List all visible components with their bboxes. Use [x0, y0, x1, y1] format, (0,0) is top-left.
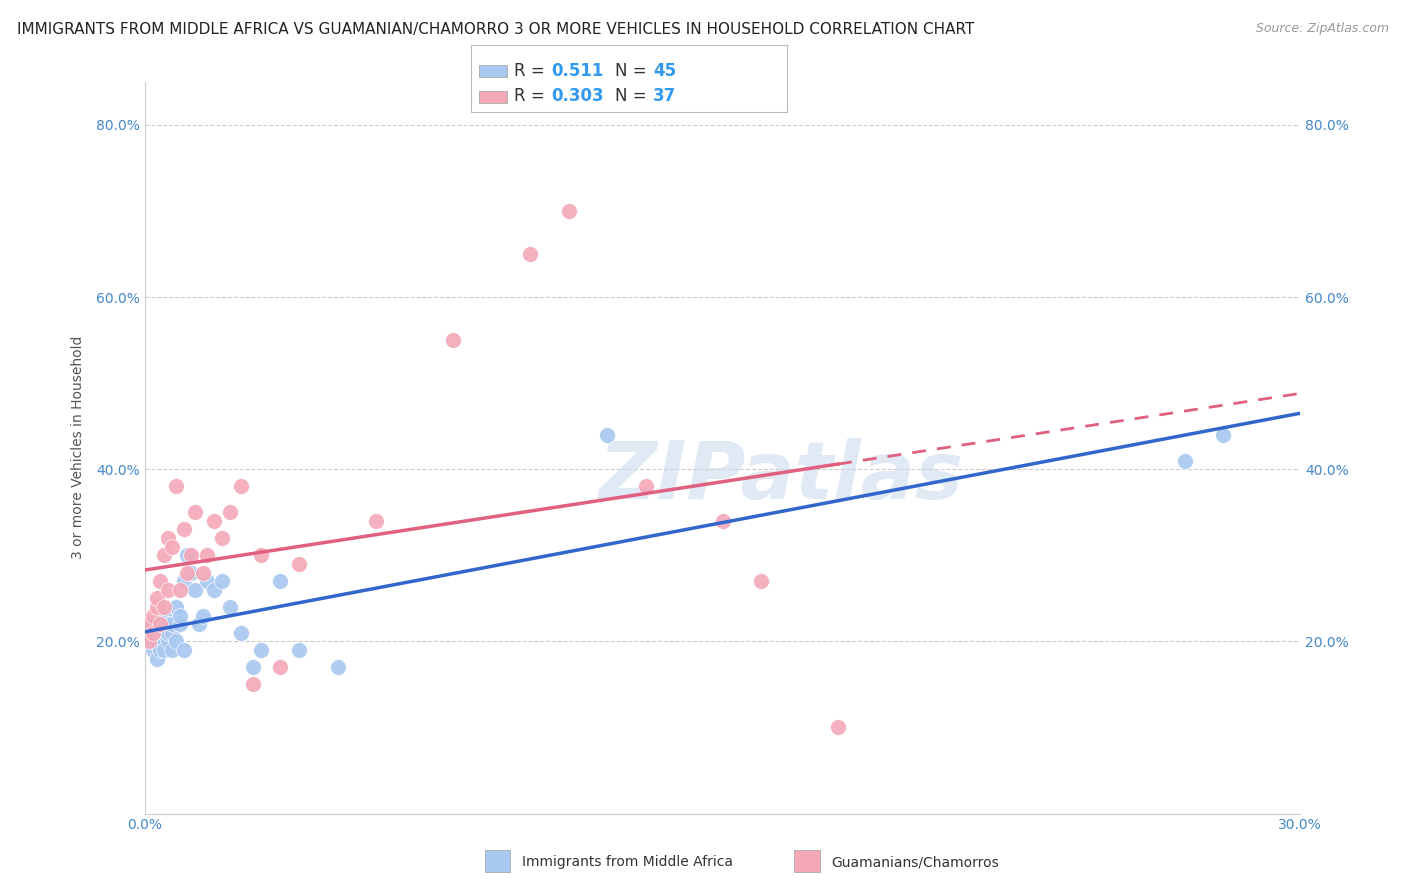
Point [596, 427, 619, 442]
Point [184, 505, 207, 519]
Point [153, 599, 176, 614]
Point [180, 566, 202, 580]
Point [242, 677, 264, 691]
Point [153, 549, 176, 563]
Point [211, 574, 233, 588]
Point [165, 599, 187, 614]
Point [269, 574, 291, 588]
Point [195, 549, 218, 563]
Point [149, 643, 172, 657]
Point [160, 643, 183, 657]
Point [138, 634, 160, 648]
Point [242, 660, 264, 674]
Point [218, 599, 240, 614]
Point [176, 549, 198, 563]
Point [1174, 453, 1197, 467]
Text: R =: R = [513, 87, 550, 105]
Point [165, 479, 187, 493]
Point [138, 617, 160, 632]
Point [211, 531, 233, 545]
Point [173, 643, 195, 657]
Point [160, 625, 183, 640]
Point [157, 582, 180, 597]
Point [145, 599, 167, 614]
Point [1212, 427, 1234, 442]
Text: Immigrants from Middle Africa: Immigrants from Middle Africa [522, 855, 733, 870]
Point [218, 505, 240, 519]
Point [157, 531, 180, 545]
Point [145, 651, 167, 665]
Point [441, 333, 464, 347]
Point [173, 574, 195, 588]
Point [188, 617, 211, 632]
Point [160, 540, 183, 554]
Point [288, 643, 311, 657]
Text: ZIPatlas: ZIPatlas [598, 438, 963, 516]
Point [749, 574, 772, 588]
Text: 45: 45 [652, 62, 676, 79]
Point [191, 608, 214, 623]
Point [165, 634, 187, 648]
Point [138, 625, 160, 640]
Point [153, 608, 176, 623]
Point [138, 634, 160, 648]
Point [142, 643, 165, 657]
Text: 0.511: 0.511 [551, 62, 605, 79]
Point [145, 625, 167, 640]
Text: 37: 37 [652, 87, 676, 105]
Point [149, 617, 172, 632]
Point [184, 582, 207, 597]
Point [249, 549, 271, 563]
Point [153, 634, 176, 648]
Point [249, 643, 271, 657]
Point [191, 566, 214, 580]
Point [195, 574, 218, 588]
Text: Source: ZipAtlas.com: Source: ZipAtlas.com [1256, 22, 1389, 36]
Point [149, 625, 172, 640]
Point [202, 514, 225, 528]
Text: N =: N = [614, 62, 652, 79]
Point [142, 634, 165, 648]
Bar [479, 65, 508, 78]
Point [149, 574, 172, 588]
Text: IMMIGRANTS FROM MIDDLE AFRICA VS GUAMANIAN/CHAMORRO 3 OR MORE VEHICLES IN HOUSEH: IMMIGRANTS FROM MIDDLE AFRICA VS GUAMANI… [17, 22, 974, 37]
Point [180, 549, 202, 563]
Point [269, 660, 291, 674]
Y-axis label: 3 or more Vehicles in Household: 3 or more Vehicles in Household [72, 336, 86, 559]
Text: Guamanians/Chamorros: Guamanians/Chamorros [831, 855, 998, 870]
Point [142, 608, 165, 623]
Point [231, 479, 253, 493]
Point [169, 617, 191, 632]
Point [288, 557, 311, 571]
Point [202, 582, 225, 597]
Point [711, 514, 734, 528]
Point [519, 247, 541, 261]
Point [326, 660, 349, 674]
Point [149, 617, 172, 632]
Point [169, 608, 191, 623]
Point [145, 591, 167, 606]
Point [827, 721, 849, 735]
Point [557, 204, 579, 219]
Point [160, 617, 183, 632]
Point [173, 523, 195, 537]
Point [176, 566, 198, 580]
Point [153, 625, 176, 640]
Point [364, 514, 387, 528]
Point [157, 634, 180, 648]
Point [157, 617, 180, 632]
Bar [479, 91, 508, 103]
Point [169, 582, 191, 597]
Text: R =: R = [513, 62, 550, 79]
Point [231, 625, 253, 640]
Point [145, 634, 167, 648]
Text: N =: N = [614, 87, 652, 105]
Point [634, 479, 657, 493]
Point [153, 643, 176, 657]
Text: 0.303: 0.303 [551, 87, 605, 105]
Point [142, 625, 165, 640]
Point [142, 617, 165, 632]
Point [157, 625, 180, 640]
